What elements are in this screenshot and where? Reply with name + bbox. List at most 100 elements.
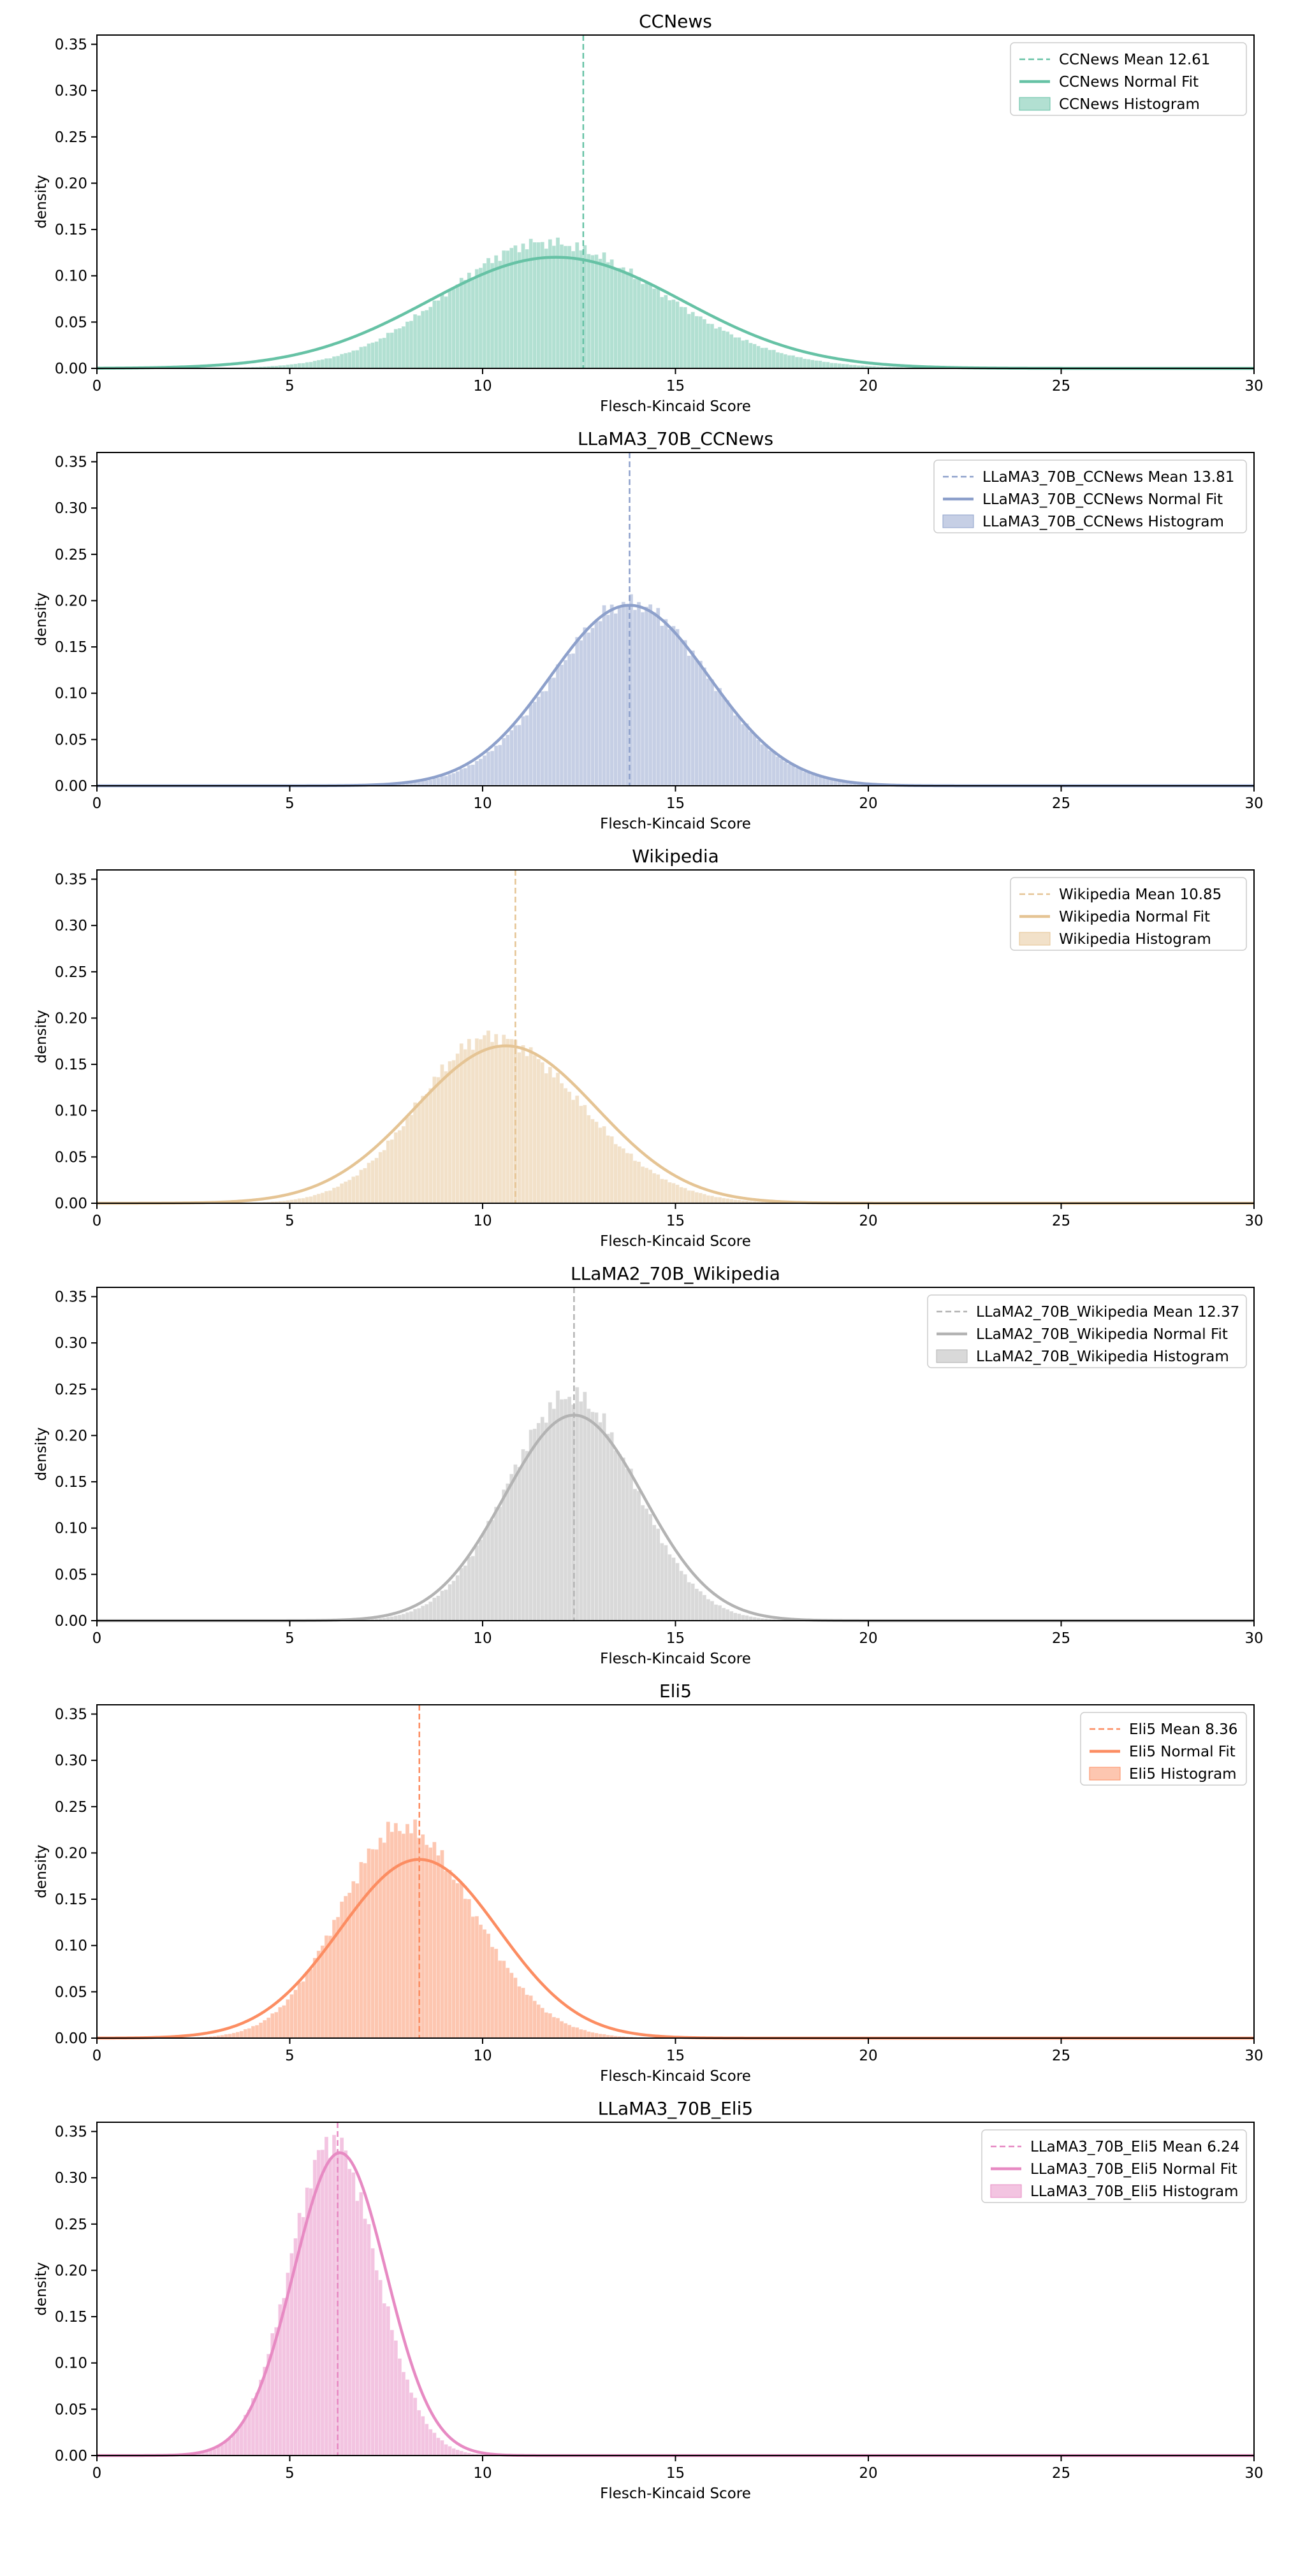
histogram-bar bbox=[544, 690, 549, 786]
histogram-bar bbox=[316, 1193, 321, 1204]
histogram-bar bbox=[810, 359, 815, 369]
legend-histogram-swatch bbox=[990, 2184, 1022, 2198]
x-tick-label: 5 bbox=[285, 1630, 295, 1647]
histogram-bar bbox=[444, 296, 448, 369]
histogram-bar bbox=[548, 1401, 553, 1621]
histogram-bar bbox=[409, 1115, 414, 1204]
histogram-bar bbox=[490, 1519, 495, 1621]
histogram-bar bbox=[551, 1077, 557, 1204]
histogram-bar bbox=[286, 1999, 290, 2039]
legend-label: Eli5 Histogram bbox=[1129, 1766, 1237, 1783]
histogram-bar bbox=[428, 307, 433, 369]
histogram-bar bbox=[710, 323, 715, 369]
y-tick-label: 0.00 bbox=[55, 1196, 87, 1212]
histogram-bar bbox=[733, 1612, 738, 1621]
histogram-bar bbox=[355, 350, 360, 369]
legend-label: LLaMA3_70B_Eli5 Histogram bbox=[1030, 2183, 1239, 2200]
histogram-bar bbox=[625, 1468, 630, 1621]
histogram-bar bbox=[309, 1969, 314, 2039]
histogram-bar bbox=[706, 323, 711, 369]
histogram-bar bbox=[247, 2028, 252, 2039]
histogram-bar bbox=[363, 2218, 367, 2456]
histogram-bar bbox=[405, 1823, 410, 2039]
histogram-bar bbox=[594, 621, 599, 786]
histogram-bar bbox=[644, 1508, 649, 1621]
histogram-bar bbox=[679, 1187, 683, 1204]
histogram-bar bbox=[745, 723, 749, 786]
histogram-bar bbox=[713, 328, 718, 369]
histogram-bar bbox=[648, 1169, 653, 1204]
normal-fit-line bbox=[96, 1858, 1254, 2040]
histogram-bar bbox=[598, 621, 602, 786]
histogram-bar bbox=[540, 1416, 545, 1621]
legend-box bbox=[1080, 1712, 1247, 1786]
histogram-bar bbox=[490, 263, 495, 369]
histogram-bar bbox=[316, 1950, 321, 2039]
histogram-bar bbox=[320, 359, 325, 369]
histogram-bar bbox=[343, 1895, 348, 2039]
histogram-bar bbox=[690, 1190, 696, 1204]
histogram-bar bbox=[625, 605, 630, 786]
y-tick-label: 0.00 bbox=[55, 778, 87, 795]
histogram-bar bbox=[459, 1568, 464, 1621]
histogram-bar bbox=[412, 1609, 418, 1621]
histogram-bar bbox=[424, 2423, 429, 2456]
histogram-bar bbox=[540, 242, 545, 369]
histogram-bar bbox=[420, 781, 425, 786]
legend: Wikipedia Mean 10.85 Wikipedia Normal Fit… bbox=[1010, 877, 1247, 951]
histogram-bar bbox=[532, 242, 537, 369]
y-tick-label: 0.30 bbox=[55, 500, 87, 517]
y-tick-label: 0.20 bbox=[55, 1010, 87, 1027]
histogram-bar bbox=[706, 678, 711, 786]
histogram-bar bbox=[359, 347, 363, 369]
histogram-bar bbox=[478, 1039, 483, 1204]
histogram-bar bbox=[282, 2297, 286, 2456]
histogram-bar bbox=[451, 1581, 456, 1621]
chart-panel: 0 5 10 15 20 25 30 0.00 0.05 0.10 0.15 0.20 0.25 0.30… bbox=[33, 2098, 1264, 2502]
histogram-bar bbox=[529, 704, 533, 786]
legend-box bbox=[933, 459, 1247, 533]
histogram-bar bbox=[582, 1391, 587, 1621]
histogram-bar bbox=[478, 758, 483, 786]
histogram-bar bbox=[459, 1043, 464, 1204]
legend-label: Eli5 Normal Fit bbox=[1129, 1744, 1236, 1760]
histogram-bar bbox=[386, 332, 391, 369]
x-tick-label: 25 bbox=[1052, 795, 1070, 812]
histogram-bar bbox=[687, 314, 692, 369]
histogram-bar bbox=[683, 307, 687, 369]
histogram-bar bbox=[432, 300, 437, 369]
histogram-bar bbox=[710, 1600, 715, 1621]
histogram-bar bbox=[598, 1422, 602, 1621]
histogram-bar bbox=[501, 1034, 506, 1204]
histogram-bar bbox=[814, 360, 819, 369]
histogram-bar bbox=[351, 2172, 356, 2456]
histogram-bar bbox=[467, 1899, 472, 2039]
histogram-bar bbox=[390, 2329, 395, 2456]
histogram-bar bbox=[305, 1971, 310, 2039]
histogram-bar bbox=[625, 271, 630, 369]
legend: Eli5 Mean 8.36 Eli5 Normal Fit Eli5 Histog… bbox=[1080, 1712, 1247, 1786]
histogram-bar bbox=[571, 1099, 576, 1204]
histogram-bar bbox=[517, 1052, 522, 1204]
histogram-bar bbox=[667, 628, 672, 786]
histogram-bar bbox=[551, 1408, 557, 1621]
x-tick-label: 20 bbox=[859, 1630, 877, 1647]
legend-label: Eli5 Mean 8.36 bbox=[1129, 1721, 1237, 1738]
histogram-bar bbox=[559, 244, 564, 369]
histogram-bar bbox=[729, 334, 734, 369]
histogram-bar bbox=[521, 1449, 525, 1621]
histogram-bar bbox=[359, 1169, 363, 1204]
histogram-bar bbox=[794, 767, 799, 786]
y-axis-label: density bbox=[33, 2262, 50, 2315]
histogram-bar bbox=[254, 2025, 259, 2039]
x-axis-label: Flesch-Kincaid Score bbox=[600, 816, 751, 832]
legend-histogram-swatch bbox=[1019, 97, 1051, 111]
histogram-bar bbox=[698, 316, 703, 369]
histogram-bar bbox=[470, 1916, 476, 2039]
histogram-bar bbox=[374, 2269, 379, 2456]
y-tick-label: 0.05 bbox=[55, 1984, 87, 2001]
histogram-bar bbox=[590, 1118, 595, 1204]
histogram-bar bbox=[544, 1422, 549, 1621]
y-tick-label: 0.10 bbox=[55, 1938, 87, 1955]
